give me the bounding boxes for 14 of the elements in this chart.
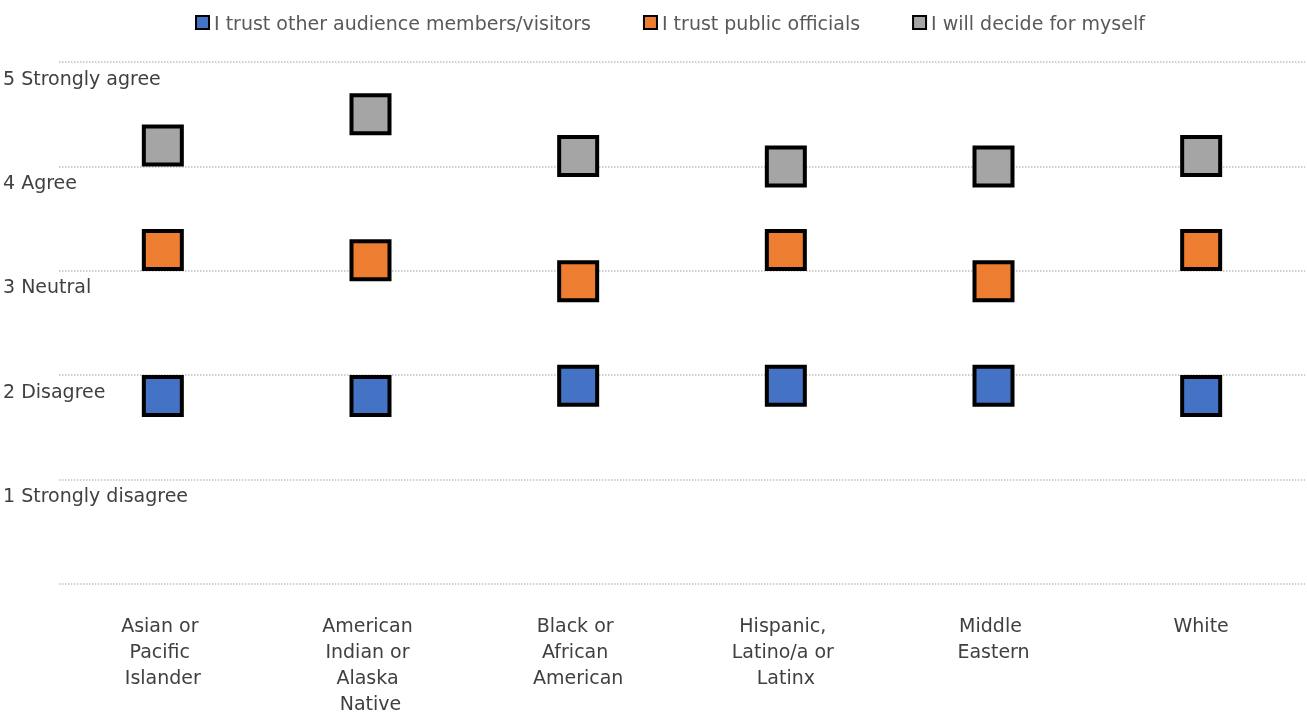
x-tick-label: Middle Eastern — [957, 614, 1030, 662]
legend-label: I will decide for myself — [931, 11, 1147, 34]
x-tick-label: Asian or Pacific Islander — [121, 614, 205, 688]
x-tick-label: American Indian or Alaska Native — [322, 614, 419, 714]
x-tick-label: Hispanic, Latino/a or Latinx — [731, 614, 840, 688]
y-tick-label: 5 Strongly agree — [3, 66, 161, 89]
y-tick-label: 3 Neutral — [3, 275, 92, 298]
y-tick-label: 1 Strongly disagree — [3, 484, 189, 507]
y-tick-label: 4 Agree — [3, 170, 77, 193]
legend-label: I trust public officials — [661, 11, 861, 34]
x-tick-label: White — [1173, 614, 1229, 636]
y-tick-label: 2 Disagree — [3, 379, 106, 402]
legend-label: I trust other audience members/visitors — [214, 11, 591, 34]
x-tick-label: Black or African American — [532, 614, 624, 688]
